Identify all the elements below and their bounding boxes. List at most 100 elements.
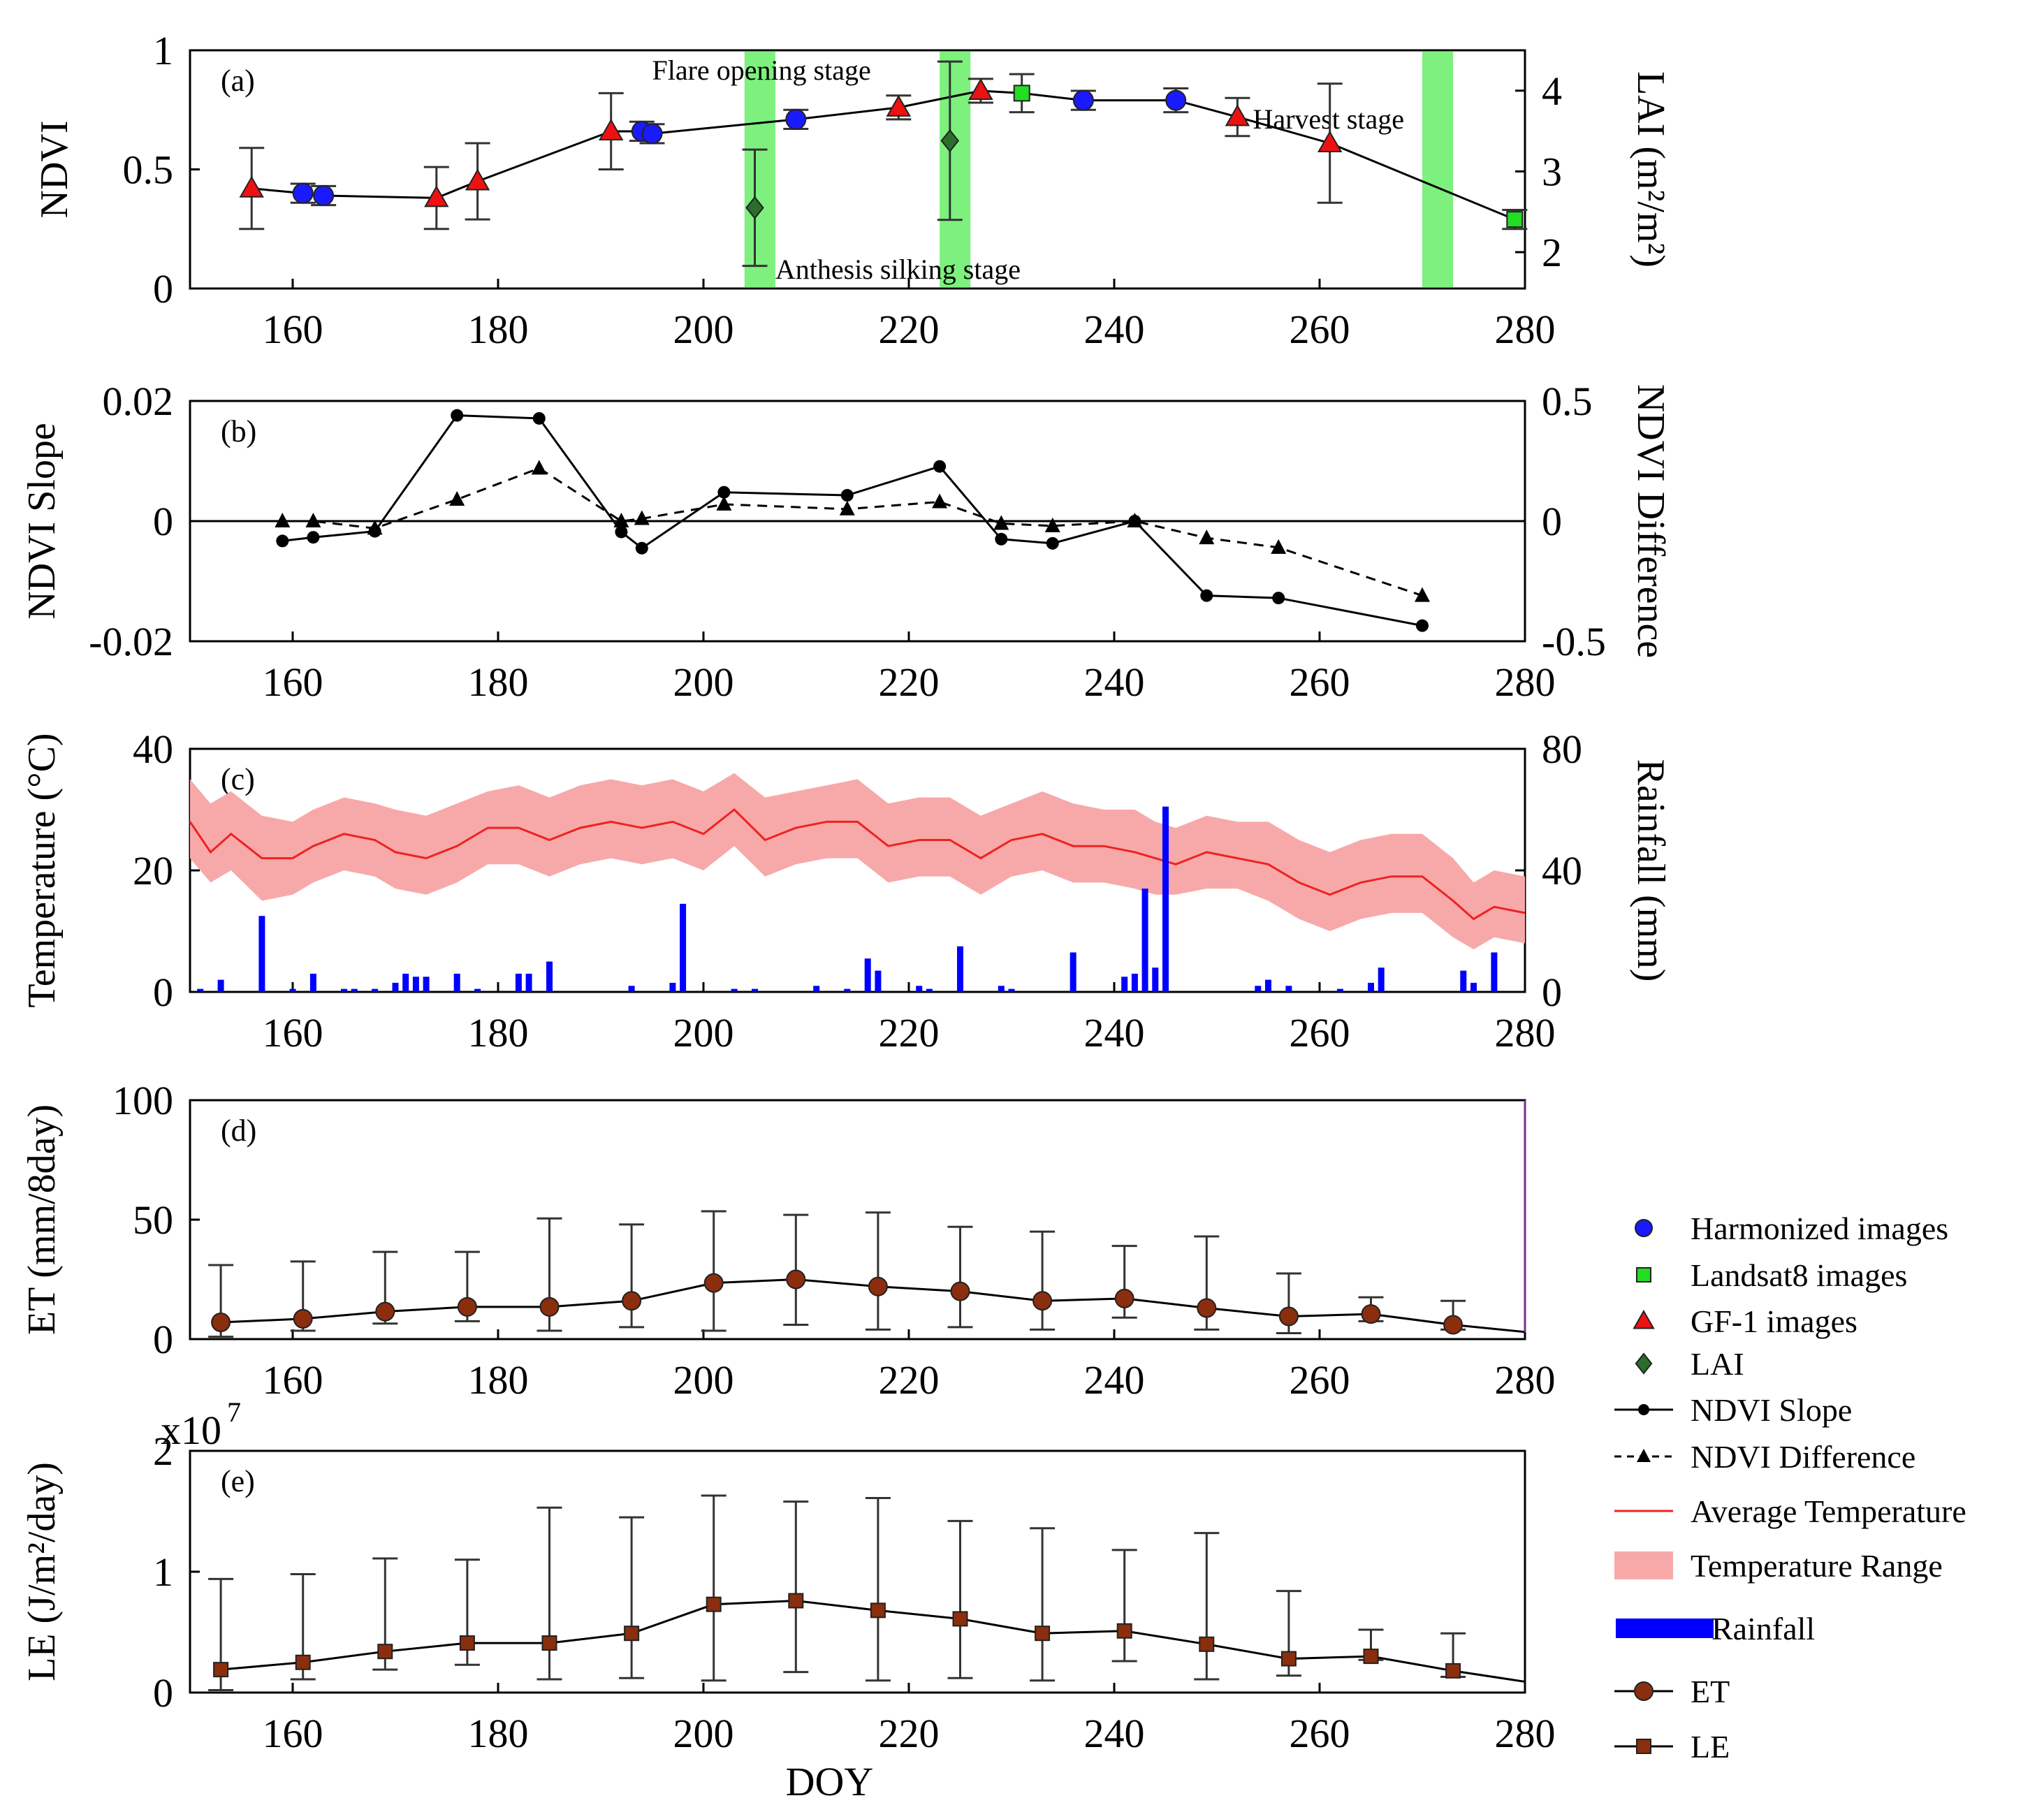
rainfall-bar bbox=[1141, 889, 1148, 992]
panel-e: 160 180 200 220 240 260 280 (e) 0 1 2 LE (J/m²/day)… bbox=[20, 1396, 1556, 1804]
rainfall-bar bbox=[402, 973, 409, 992]
rainfall-bar bbox=[926, 988, 933, 992]
panel-label: (c) bbox=[221, 762, 255, 796]
y-axis-label: Temperature (°C) bbox=[20, 733, 64, 1007]
x-tick-label: 280 bbox=[1495, 1010, 1556, 1055]
rainfall-bar bbox=[392, 982, 399, 992]
le-point bbox=[788, 1593, 804, 1609]
legend-slope-icon bbox=[1638, 1404, 1649, 1415]
legend-rainfall-icon bbox=[1616, 1619, 1714, 1638]
rainfall-bar bbox=[341, 988, 347, 992]
le-point bbox=[952, 1611, 968, 1627]
harmonized-point bbox=[641, 123, 663, 145]
x-tick-label: 260 bbox=[1290, 1711, 1350, 1756]
ndvi-difference-point bbox=[932, 493, 948, 509]
panel-label: (b) bbox=[221, 414, 256, 448]
le-point bbox=[1280, 1651, 1297, 1667]
ndvi-difference-point bbox=[275, 513, 291, 527]
legend-label: Temperature Range bbox=[1691, 1548, 1943, 1584]
y-axis-label: NDVI bbox=[33, 121, 76, 219]
legend-label: Landsat8 images bbox=[1691, 1257, 1907, 1293]
y-axis-label: NDVI Slope bbox=[20, 423, 64, 620]
ndvi-difference-point bbox=[613, 513, 629, 527]
y2-tick-label: 80 bbox=[1542, 726, 1582, 772]
gf1-point bbox=[239, 175, 264, 198]
x-tick-label: 220 bbox=[879, 659, 940, 705]
rainfall-bar bbox=[289, 988, 296, 992]
stage-label: Flare opening stage bbox=[652, 54, 871, 86]
ndvi-difference-point bbox=[1199, 529, 1215, 545]
ndvi-slope-point bbox=[276, 534, 289, 548]
x-axis-label: DOY bbox=[786, 1759, 874, 1804]
et-point bbox=[950, 1281, 970, 1301]
ndvi-slope-point bbox=[1046, 536, 1059, 550]
le-point bbox=[1116, 1623, 1132, 1639]
le-point bbox=[1445, 1663, 1461, 1679]
legend-label: Average Temperature bbox=[1691, 1493, 1966, 1529]
legend-item: NDVI Slope bbox=[1614, 1392, 1852, 1428]
y-tick-label: 0.02 bbox=[103, 379, 174, 424]
x-tick-label: 180 bbox=[468, 1711, 529, 1756]
rainfall-bar bbox=[1460, 970, 1467, 992]
rainfall-bar bbox=[1121, 977, 1128, 992]
legend-item: LAI bbox=[1635, 1346, 1744, 1382]
x-tick-label: 160 bbox=[263, 1010, 323, 1055]
plot-frame bbox=[189, 1099, 1526, 1340]
ndvi-slope-point bbox=[1272, 592, 1285, 605]
legend-gf1-icon bbox=[1633, 1309, 1655, 1329]
y2-tick-label: 40 bbox=[1542, 848, 1582, 893]
x-tick-label: 180 bbox=[468, 307, 529, 352]
le-point bbox=[870, 1602, 886, 1619]
rainfall-bar bbox=[1491, 952, 1498, 992]
x-tick-label: 220 bbox=[879, 1010, 940, 1055]
y2-axis-label: LAI (m²/m²) bbox=[1629, 71, 1672, 268]
ndvi-slope-line bbox=[282, 414, 1423, 627]
y-tick-label: 50 bbox=[133, 1197, 173, 1243]
harmonized-point bbox=[1072, 89, 1094, 111]
legend-item: Landsat8 images bbox=[1636, 1257, 1907, 1293]
harmonized-point bbox=[785, 108, 807, 130]
ndvi-slope-point bbox=[1200, 589, 1213, 602]
x-tick-label: 180 bbox=[468, 1357, 529, 1403]
plot-frame bbox=[189, 49, 1526, 290]
le-point bbox=[624, 1626, 640, 1642]
ndvi-slope-point bbox=[717, 485, 731, 499]
y-tick-label: -0.02 bbox=[89, 619, 173, 664]
panel-label: (e) bbox=[221, 1464, 255, 1498]
et-point bbox=[293, 1308, 313, 1329]
gf1-point bbox=[1317, 130, 1343, 152]
rainfall-bar bbox=[351, 988, 358, 992]
rainfall-bar bbox=[1285, 986, 1292, 992]
rainfall-bar bbox=[372, 988, 379, 992]
gf1-point bbox=[968, 78, 993, 100]
rainfall-bar bbox=[515, 973, 522, 992]
ndvi-slope-point bbox=[532, 411, 546, 425]
rainfall-bar bbox=[453, 973, 460, 992]
y-tick-label: 0 bbox=[153, 1317, 173, 1362]
x-tick-label: 160 bbox=[263, 659, 323, 705]
ndvi-difference-point bbox=[1271, 539, 1287, 554]
gf1-point bbox=[424, 185, 449, 207]
panel-b: 160 180 200 220 240 260 280 (b) -0.02 0 0.02 -0.5 0 0… bbox=[20, 379, 1672, 705]
x-tick-label: 240 bbox=[1084, 1711, 1145, 1756]
y2-tick-label: 4 bbox=[1542, 68, 1562, 114]
x-tick-label: 160 bbox=[263, 1711, 323, 1756]
rainfall-bar bbox=[864, 958, 871, 992]
x-tick-label: 200 bbox=[673, 1357, 734, 1403]
ndvi-difference-point bbox=[634, 510, 650, 525]
ndvi-slope-point bbox=[995, 532, 1008, 546]
y2-tick-label: 3 bbox=[1542, 149, 1562, 194]
rainfall-bar bbox=[423, 977, 430, 992]
et-point bbox=[1114, 1288, 1134, 1308]
x-tick-label: 280 bbox=[1495, 307, 1556, 352]
ndvi-slope-point bbox=[635, 541, 648, 555]
legend-item: NDVI Difference bbox=[1614, 1439, 1915, 1475]
rainfall-bar bbox=[844, 988, 851, 992]
stage-band bbox=[744, 52, 775, 287]
x-tick-label: 280 bbox=[1495, 659, 1556, 705]
rainfall-bar bbox=[1152, 967, 1159, 992]
ndvi-difference-line bbox=[282, 467, 1423, 597]
x-tick-label: 260 bbox=[1290, 307, 1350, 352]
landsat-point bbox=[1013, 85, 1030, 102]
rainfall-bar bbox=[1336, 988, 1343, 992]
